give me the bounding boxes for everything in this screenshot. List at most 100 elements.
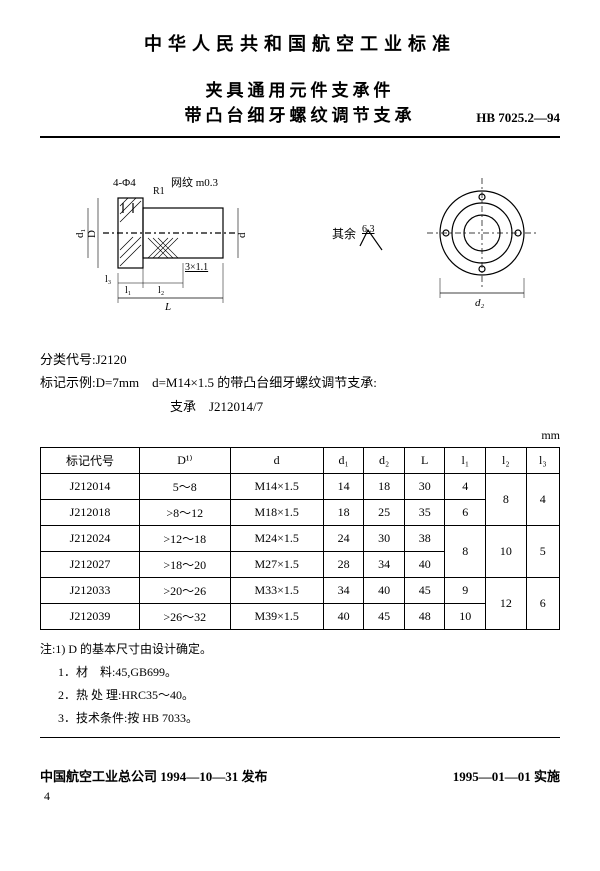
cell: J212033 (41, 578, 140, 604)
label-d: d (236, 232, 248, 238)
label-L: L (164, 301, 171, 313)
footer: 中国航空工业总公司 1994—10—31 发布 1995—01—01 实施 4 (40, 758, 560, 804)
cell: 18 (323, 500, 364, 526)
label-holes: 4-Φ4 (113, 177, 136, 189)
cell: >18～20 (140, 552, 231, 578)
cell: >26～32 (140, 604, 231, 630)
divider-bottom (40, 737, 560, 738)
technical-diagram: 4-Φ4 R1 网纹 m0.3 3×1.1 d₁ D d l₃ l₁ l₂ L … (40, 153, 560, 333)
notes-section: 注:1) D 的基本尺寸由设计确定。 1．材 料:45,GB699。 2．热 处… (40, 638, 560, 729)
col-1: D¹⁾ (140, 448, 231, 474)
label-l3: l₃ (105, 274, 111, 285)
cell: 28 (323, 552, 364, 578)
label-chamfer: 3×1.1 (185, 262, 208, 273)
cell: 30 (364, 526, 405, 552)
cell: J212018 (41, 500, 140, 526)
example-line-1: 标记示例:D=7mm d=M14×1.5 的带凸台细牙螺纹调节支承: (40, 371, 560, 394)
cell: M27×1.5 (230, 552, 323, 578)
table-row: J212014 5～8 M14×1.5 14 18 30 4 8 4 (41, 474, 560, 500)
unit-label: mm (40, 428, 560, 443)
cell: J212027 (41, 552, 140, 578)
cell-l3-a: 4 (526, 474, 559, 526)
cell: >8～12 (140, 500, 231, 526)
note-header: 注:1) D 的基本尺寸由设计确定。 (40, 638, 560, 661)
divider-top (40, 136, 560, 138)
cell: 24 (323, 526, 364, 552)
class-code-line: 分类代号:J2120 (40, 348, 560, 371)
cell: 18 (364, 474, 405, 500)
sub-header: 夹具通用元件支承件 带凸台细牙螺纹调节支承 HB 7025.2—94 (40, 76, 560, 126)
cell-l3-c: 6 (526, 578, 559, 630)
table-row: J212018 >8～12 M18×1.5 18 25 35 6 (41, 500, 560, 526)
label-l2: l₂ (158, 285, 164, 296)
cell-l3-b: 5 (526, 526, 559, 578)
example-text: D=7mm d=M14×1.5 的带凸台细牙螺纹调节支承: (96, 375, 377, 390)
label-radius: R1 (153, 186, 165, 197)
section-view-drawing: 4-Φ4 R1 网纹 m0.3 3×1.1 d₁ D d l₃ l₁ l₂ L (53, 158, 303, 328)
meta-section: 分类代号:J2120 标记示例:D=7mm d=M14×1.5 的带凸台细牙螺纹… (40, 348, 560, 418)
table-row: J212039 >26～32 M39×1.5 40 45 48 10 (41, 604, 560, 630)
table-row: J212033 >20～26 M33×1.5 34 40 45 9 12 6 (41, 578, 560, 604)
cell: 35 (404, 500, 445, 526)
cell: 30 (404, 474, 445, 500)
col-6: l₁ (445, 448, 486, 474)
cell: 10 (445, 604, 486, 630)
cell: M18×1.5 (230, 500, 323, 526)
cell-l1-merge: 8 (445, 526, 486, 578)
cell: 5～8 (140, 474, 231, 500)
cell: M14×1.5 (230, 474, 323, 500)
cell: J212039 (41, 604, 140, 630)
cell: 38 (404, 526, 445, 552)
cell: 14 (323, 474, 364, 500)
example-line-2: 支承 J212014/7 (40, 395, 560, 418)
label-D: D (86, 230, 98, 238)
label-d2: d₂ (475, 297, 485, 309)
footer-effective: 1995—01—01 实施 (453, 766, 560, 785)
col-5: L (404, 448, 445, 474)
note-3: 3．技术条件:按 HB 7033。 (40, 707, 560, 730)
col-8: l₃ (526, 448, 559, 474)
cell: M39×1.5 (230, 604, 323, 630)
cell: 40 (323, 604, 364, 630)
cell: >20～26 (140, 578, 231, 604)
note-2: 2．热 处 理:HRC35～40。 (40, 684, 560, 707)
table-header-row: 标记代号 D¹⁾ d d₁ d₂ L l₁ l₂ l₃ (41, 448, 560, 474)
cell: 34 (364, 552, 405, 578)
footer-publisher: 中国航空工业总公司 1994—10—31 发布 (40, 766, 268, 785)
col-2: d (230, 448, 323, 474)
cell-l2-c: 12 (486, 578, 527, 630)
end-view-drawing: d₂ (417, 168, 547, 318)
cell: 48 (404, 604, 445, 630)
cell: M33×1.5 (230, 578, 323, 604)
main-title: 中华人民共和国航空工业标准 (40, 30, 560, 56)
cell: M24×1.5 (230, 526, 323, 552)
cell-l2-a: 8 (486, 474, 527, 526)
cell: 34 (323, 578, 364, 604)
standard-code: HB 7025.2—94 (476, 110, 560, 126)
cell: 6 (445, 500, 486, 526)
cell: 45 (364, 604, 405, 630)
cell: 40 (404, 552, 445, 578)
cell: J212014 (41, 474, 140, 500)
table-row: J212024 >12～18 M24×1.5 24 30 38 8 10 5 (41, 526, 560, 552)
surface-symbol: 其余 6.3 (330, 218, 390, 268)
page-number: 4 (40, 785, 560, 804)
col-7: l₂ (486, 448, 527, 474)
cell-l2-b: 10 (486, 526, 527, 578)
class-code: J2120 (96, 352, 127, 367)
cell: >12～18 (140, 526, 231, 552)
label-thread-note: 网纹 m0.3 (171, 175, 219, 189)
sub-title-1: 夹具通用元件支承件 (40, 76, 560, 101)
cell: 25 (364, 500, 405, 526)
surface-label: 其余 (332, 226, 356, 241)
cell: 45 (404, 578, 445, 604)
note-1: 1．材 料:45,GB699。 (40, 661, 560, 684)
cell: 4 (445, 474, 486, 500)
cell: J212024 (41, 526, 140, 552)
label-l1: l₁ (125, 285, 131, 296)
example-label: 标记示例: (40, 375, 96, 390)
label-d1: d₁ (74, 229, 86, 239)
cell: 9 (445, 578, 486, 604)
col-4: d₂ (364, 448, 405, 474)
cell: 40 (364, 578, 405, 604)
